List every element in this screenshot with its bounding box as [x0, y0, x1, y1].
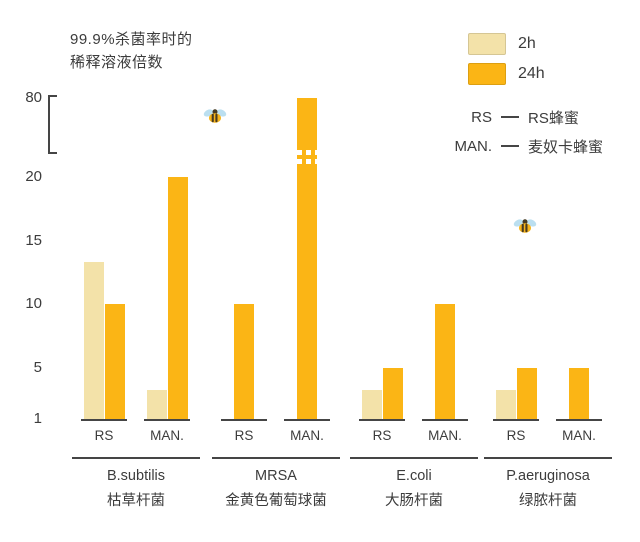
abbrev-row-RS: RS RS蜂蜜: [436, 106, 603, 128]
abbrev-key: RS: [471, 108, 492, 126]
bar-24h: [104, 304, 125, 419]
y-tick-label-20: 20: [25, 167, 42, 185]
pair-baseline: [556, 419, 602, 421]
bar-24h: [435, 304, 455, 419]
pair-baseline: [284, 419, 330, 421]
abbrev-name: 麦奴卡蜂蜜: [528, 138, 604, 156]
legend-swatch-24h: [468, 63, 506, 85]
pair-baseline: [359, 419, 405, 421]
bee-icon: [202, 104, 228, 128]
y-tick-label-10: 10: [25, 295, 42, 313]
chart-title-line2: 稀释溶液倍数: [70, 54, 164, 71]
abbrev-key: MAN.: [454, 137, 493, 155]
axis-break-bracket: [48, 95, 57, 154]
abbrev-dash-line: [501, 145, 519, 147]
pair-baseline: [81, 419, 127, 421]
pair-baseline: [144, 419, 190, 421]
group-label-zh: 大肠杆菌: [385, 493, 443, 509]
legend-swatch-2h: [468, 33, 506, 55]
series-legend: 2h 24h: [468, 33, 545, 85]
x-tick-label-MAN.: MAN.: [290, 428, 324, 443]
x-tick-label-RS: RS: [372, 428, 392, 443]
group-label-zh: 绿脓杆菌: [519, 493, 577, 509]
group-separator: [72, 457, 200, 459]
group-label-en: B.subtilis: [106, 468, 166, 484]
group-separator: [212, 457, 340, 459]
y-tick-label-80: 80: [25, 89, 42, 106]
bar-axis-break-mark: [297, 150, 317, 155]
bar-24h: [167, 176, 188, 419]
group-label-en: P.aeruginosa: [506, 468, 590, 484]
bar-2h: [495, 389, 516, 419]
bar-2h: [146, 389, 167, 419]
pair-baseline: [221, 419, 267, 421]
group-label-en: MRSA: [255, 468, 297, 484]
chart-title: 99.9%杀菌率时的 稀释溶液倍数: [70, 28, 193, 74]
abbrev-dash-line: [501, 116, 519, 118]
group-separator: [484, 457, 612, 459]
legend-row-24h: 24h: [468, 63, 545, 85]
abbreviation-legend: RS RS蜂蜜 MAN. 麦奴卡蜂蜜: [436, 106, 604, 157]
bee-icon-graphic: [203, 109, 227, 123]
legend-row-2h: 2h: [468, 33, 545, 55]
x-tick-label-MAN.: MAN.: [562, 428, 596, 443]
bar-24h: [569, 368, 589, 419]
group-label-zh: 枯草杆菌: [107, 493, 165, 509]
y-tick-label-5: 5: [33, 359, 42, 376]
x-tick-label-MAN.: MAN.: [428, 428, 462, 443]
bar-24h: [516, 368, 537, 419]
x-tick-label-RS: RS: [506, 428, 526, 443]
bar-24h: [234, 304, 254, 419]
x-tick-label-MAN.: MAN.: [150, 428, 184, 443]
x-tick-label-RS: RS: [94, 428, 114, 443]
x-tick-label-RS: RS: [234, 428, 254, 443]
bee-icon: [512, 214, 538, 238]
bee-icon-graphic: [513, 219, 537, 233]
abbrev-name: RS蜂蜜: [528, 109, 579, 127]
pair-baseline: [493, 419, 539, 421]
bar-24h: [297, 98, 317, 419]
pair-baseline: [422, 419, 468, 421]
abbrev-row-MAN.: MAN. 麦奴卡蜂蜜: [436, 135, 604, 157]
bar-2h: [361, 389, 382, 419]
legend-label-2h: 2h: [518, 35, 536, 52]
group-label-zh: 金黄色葡萄球菌: [225, 493, 327, 509]
group-label-en: E.coli: [396, 468, 432, 484]
y-tick-label-15: 15: [25, 231, 42, 249]
chart-title-line1: 99.9%杀菌率时的: [70, 31, 193, 48]
y-tick-label-1: 1: [33, 410, 42, 427]
legend-label-24h: 24h: [518, 65, 545, 82]
bar-2h: [83, 262, 104, 419]
bar-axis-break-mark: [297, 159, 317, 164]
group-separator: [350, 457, 478, 459]
bar-24h: [382, 368, 403, 419]
